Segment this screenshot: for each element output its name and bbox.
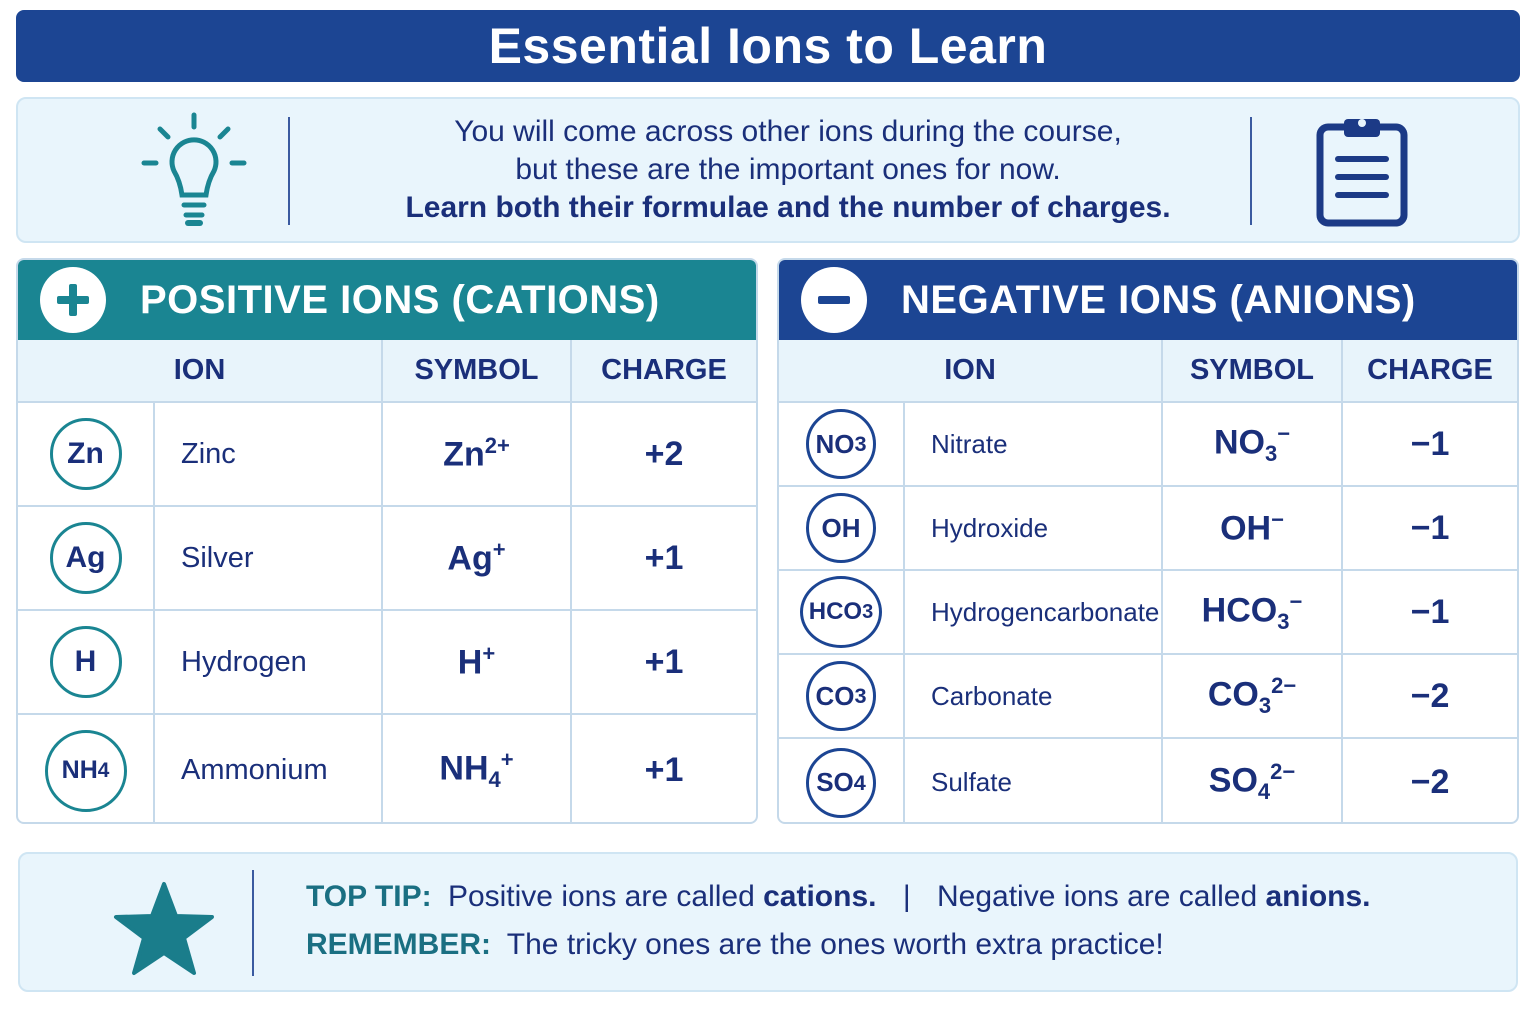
table-row: H Hydrogen H+ +1 bbox=[18, 610, 756, 715]
ion-name: Nitrate bbox=[904, 402, 1163, 487]
ion-badge: HCO 3 bbox=[800, 576, 882, 648]
page-title: Essential Ions to Learn bbox=[488, 18, 1048, 74]
col-header-charge: CHARGE bbox=[571, 340, 756, 403]
negative-ions-table: ION SYMBOL CHARGE NO 3 Nitrate NO3− −1 OH… bbox=[779, 340, 1517, 822]
ion-name: Hydrogencarbonate bbox=[904, 570, 1163, 655]
ion-name: Carbonate bbox=[904, 654, 1163, 739]
ion-badge: Ag bbox=[49, 522, 122, 594]
ion-charge: −1 bbox=[1342, 402, 1517, 487]
table-row: OH Hydroxide OH− −1 bbox=[779, 486, 1517, 571]
ion-symbol: CO32− bbox=[1162, 654, 1343, 739]
positive-ions-heading: POSITIVE IONS (CATIONS) bbox=[140, 277, 660, 322]
table-row: NH 4 Ammonium NH4+ +1 bbox=[18, 714, 756, 822]
positive-ions-header: POSITIVE IONS (CATIONS) bbox=[18, 260, 756, 340]
col-header-ion: ION bbox=[18, 340, 383, 403]
ion-name: Hydrogen bbox=[154, 610, 383, 715]
intro-divider-left bbox=[288, 117, 290, 225]
ion-symbol: HCO3− bbox=[1162, 570, 1343, 655]
ion-charge: −1 bbox=[1342, 570, 1517, 655]
col-header-symbol: SYMBOL bbox=[1162, 340, 1343, 403]
table-row: Zn Zinc Zn2+ +2 bbox=[18, 402, 756, 507]
lightbulb-icon bbox=[141, 112, 247, 226]
ion-name: Ammonium bbox=[154, 714, 383, 822]
remember-label: REMEMBER: bbox=[306, 928, 491, 961]
ion-name: Zinc bbox=[154, 402, 383, 507]
table-row: CO 3 Carbonate CO32− −2 bbox=[779, 654, 1517, 739]
ion-name: Silver bbox=[154, 506, 383, 611]
intro-line-3: Learn both their formulae and the number… bbox=[405, 191, 1171, 224]
negative-ions-header: NEGATIVE IONS (ANIONS) bbox=[779, 260, 1517, 340]
tip-panel: TOP TIP: Positive ions are called cation… bbox=[18, 852, 1518, 992]
table-row: NO 3 Nitrate NO3− −1 bbox=[779, 402, 1517, 487]
table-row: SO 4 Sulfate SO42− −2 bbox=[779, 738, 1517, 822]
ion-symbol: NH4+ bbox=[382, 714, 572, 822]
ion-symbol: H+ bbox=[382, 610, 572, 715]
intro-divider-right bbox=[1250, 117, 1252, 225]
title-bar: Essential Ions to Learn bbox=[16, 10, 1520, 82]
clipboard-icon bbox=[1316, 119, 1408, 227]
table-row: Ag Silver Ag+ +1 bbox=[18, 506, 756, 611]
col-header-ion: ION bbox=[779, 340, 1163, 403]
remember-line: REMEMBER: The tricky ones are the ones w… bbox=[306, 928, 1164, 962]
plus-icon bbox=[40, 267, 106, 333]
positive-ions-table: ION SYMBOL CHARGE Zn Zinc Zn2+ +2 Ag Sil… bbox=[18, 340, 756, 822]
negative-ions-panel: NEGATIVE IONS (ANIONS) ION SYMBOL CHARGE… bbox=[777, 258, 1519, 824]
col-header-symbol: SYMBOL bbox=[382, 340, 572, 403]
ion-badge: NH 4 bbox=[44, 729, 127, 812]
top-tip-positive-word: cations. bbox=[763, 880, 877, 913]
ion-name: Sulfate bbox=[904, 738, 1163, 822]
top-tip-negative-text: Negative ions are called bbox=[936, 880, 1258, 913]
table-row: HCO 3 Hydrogencarbonate HCO3− −1 bbox=[779, 570, 1517, 655]
ion-charge: −2 bbox=[1410, 763, 1450, 801]
ion-charge: +1 bbox=[571, 506, 756, 611]
ion-badge: Zn bbox=[49, 418, 122, 490]
ion-symbol: Ag+ bbox=[382, 506, 572, 611]
ion-symbol: Zn2+ bbox=[382, 402, 572, 507]
intro-line-2: but these are the important ones for now… bbox=[515, 153, 1061, 186]
intro-panel: You will come across other ions during t… bbox=[16, 97, 1520, 243]
top-tip-negative-word: anions. bbox=[1265, 880, 1371, 913]
col-header-charge: CHARGE bbox=[1342, 340, 1517, 403]
remember-text: The tricky ones are the ones worth extra… bbox=[506, 928, 1164, 961]
minus-icon bbox=[801, 267, 867, 333]
ion-badge: H bbox=[49, 626, 122, 698]
ion-charge: −2 bbox=[1342, 654, 1517, 739]
star-icon bbox=[114, 882, 214, 975]
ion-symbol: SO42− bbox=[1162, 738, 1343, 822]
ion-badge: SO 4 bbox=[806, 747, 876, 818]
top-tip-positive-text: Positive ions are called bbox=[447, 880, 755, 913]
ion-name: Hydroxide bbox=[904, 486, 1163, 571]
positive-ions-panel: POSITIVE IONS (CATIONS) ION SYMBOL CHARG… bbox=[16, 258, 758, 824]
tip-divider bbox=[252, 870, 254, 976]
top-tip-line: TOP TIP: Positive ions are called cation… bbox=[306, 880, 1371, 914]
ion-badge: OH bbox=[806, 493, 876, 563]
ion-badge: CO 3 bbox=[806, 661, 876, 731]
ion-symbol: OH− bbox=[1162, 486, 1343, 571]
top-tip-separator: | bbox=[902, 880, 911, 913]
ion-charge: +2 bbox=[571, 402, 756, 507]
ion-charge: −1 bbox=[1342, 486, 1517, 571]
intro-text: You will come across other ions during t… bbox=[308, 113, 1268, 227]
ion-symbol: NO3− bbox=[1162, 402, 1343, 487]
ion-charge: +1 bbox=[644, 751, 684, 789]
top-tip-label: TOP TIP: bbox=[306, 880, 432, 913]
intro-line-1: You will come across other ions during t… bbox=[454, 115, 1122, 148]
ion-badge: NO 3 bbox=[806, 409, 876, 479]
negative-ions-heading: NEGATIVE IONS (ANIONS) bbox=[901, 277, 1416, 322]
ion-charge: +1 bbox=[571, 610, 756, 715]
